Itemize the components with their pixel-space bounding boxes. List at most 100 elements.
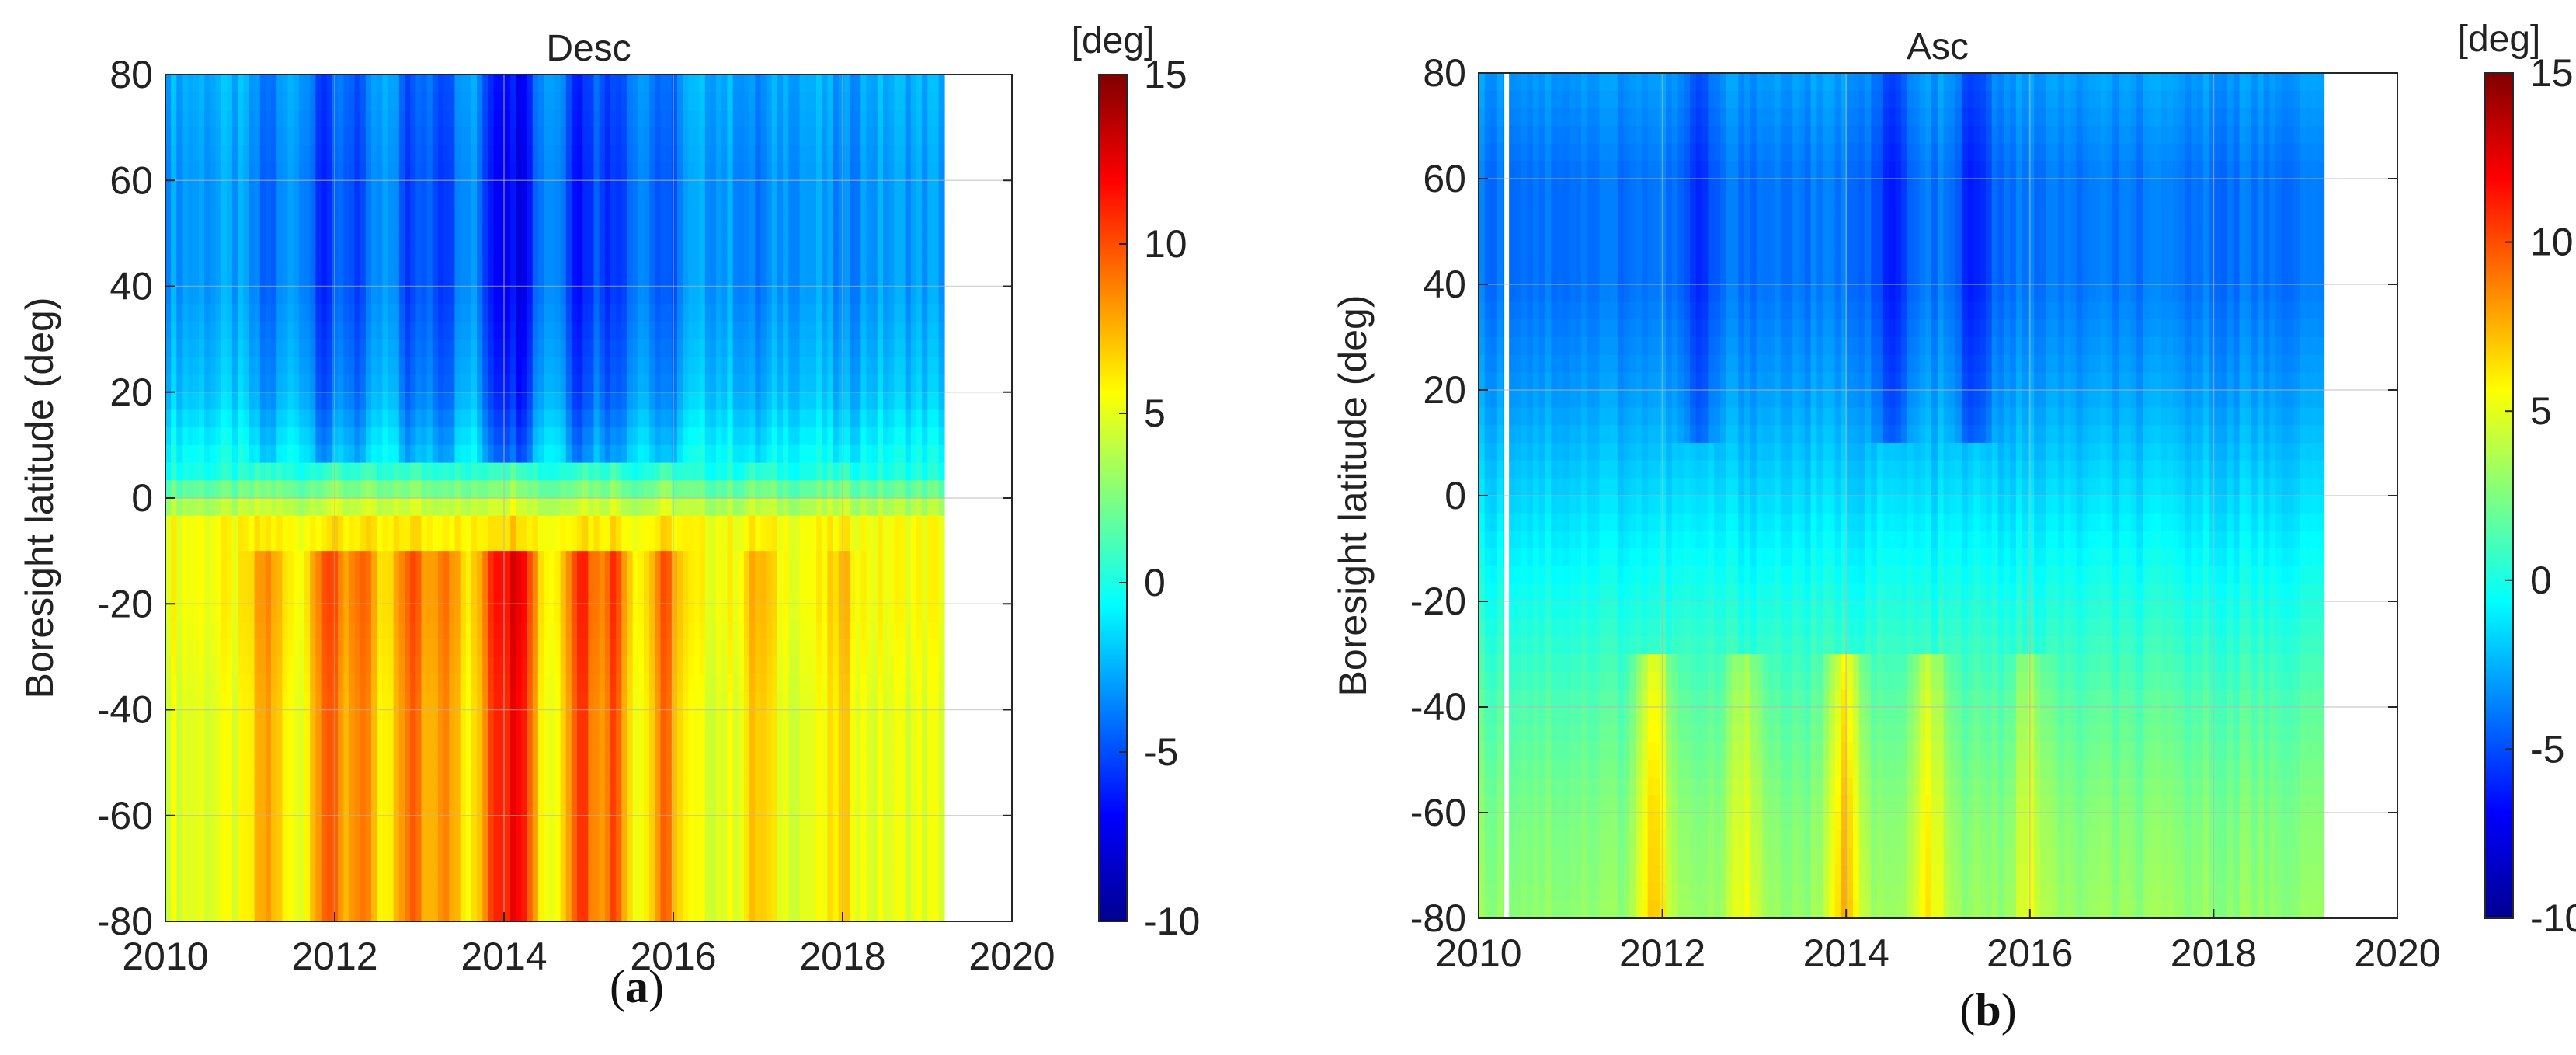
heatmap-cell: [315, 427, 322, 446]
heatmap-cell: [349, 321, 356, 340]
heatmap-cell: [532, 144, 539, 164]
heatmap-cell: [616, 268, 623, 287]
heatmap-cell: [243, 374, 250, 393]
heatmap-cell: [210, 444, 217, 464]
heatmap-cell: [193, 674, 200, 693]
heatmap-cell: [360, 798, 367, 816]
heatmap-cell: [338, 233, 345, 252]
heatmap-cell: [443, 533, 450, 552]
heatmap-cell: [632, 780, 639, 799]
heatmap-cell: [304, 498, 311, 517]
heatmap-cell: [471, 127, 478, 146]
heatmap-cell: [482, 780, 489, 799]
heatmap-cell: [449, 251, 456, 270]
heatmap-cell: [282, 286, 289, 305]
heatmap-cell: [198, 251, 205, 270]
heatmap-cell: [471, 656, 478, 675]
heatmap-cell: [193, 586, 200, 605]
heatmap-cell: [716, 321, 723, 340]
heatmap-cell: [249, 568, 256, 587]
heatmap-cell: [405, 727, 411, 746]
heatmap-cell: [488, 586, 495, 605]
heatmap-cell: [549, 462, 556, 482]
heatmap-cell: [716, 551, 723, 569]
heatmap-cell: [165, 868, 172, 887]
heatmap-cell: [221, 444, 228, 464]
heatmap-cell: [388, 586, 395, 605]
heatmap-cell: [627, 744, 634, 764]
heatmap-cell: [571, 197, 578, 217]
heatmap-cell: [365, 815, 372, 834]
heatmap-cell: [649, 498, 656, 517]
heatmap-cell: [504, 762, 511, 782]
heatmap-cell: [704, 833, 711, 851]
heatmap-cell: [259, 762, 266, 782]
heatmap-cell: [527, 444, 534, 464]
heatmap-cell: [377, 604, 384, 622]
heatmap-cell: [393, 321, 400, 340]
heatmap-cell: [532, 444, 539, 464]
heatmap-cell: [666, 409, 673, 428]
heatmap-cell: [249, 656, 256, 675]
heatmap-cell: [243, 162, 250, 182]
heatmap-cell: [193, 339, 200, 358]
heatmap-cell: [398, 762, 405, 782]
heatmap-cell: [666, 462, 673, 482]
heatmap-cell: [210, 498, 217, 517]
heatmap-cell: [238, 586, 245, 605]
heatmap-cell: [354, 656, 361, 675]
heatmap-cell: [471, 197, 478, 217]
heatmap-cell: [437, 321, 444, 340]
heatmap-cell: [527, 744, 534, 764]
heatmap-cell: [638, 621, 645, 640]
heatmap-cell: [493, 851, 500, 869]
heatmap-cell: [405, 780, 411, 799]
heatmap-cell: [666, 268, 673, 287]
heatmap-cell: [549, 480, 556, 499]
heatmap-cell: [599, 621, 606, 640]
heatmap-cell: [210, 727, 217, 746]
heatmap-cell: [694, 374, 700, 393]
heatmap-cell: [549, 780, 556, 799]
heatmap-cell: [493, 621, 500, 640]
heatmap-cell: [382, 197, 389, 217]
heatmap-cell: [683, 586, 690, 605]
heatmap-cell: [482, 110, 489, 128]
heatmap-cell: [516, 515, 523, 534]
heatmap-cell: [527, 75, 534, 93]
heatmap-cell: [176, 762, 183, 782]
heatmap-cell: [265, 639, 272, 658]
heatmap-cell: [187, 709, 194, 729]
heatmap-cell: [610, 762, 617, 782]
heatmap-cell: [293, 851, 300, 869]
heatmap-cell: [582, 586, 589, 605]
heatmap-cell: [421, 886, 428, 905]
heatmap-cell: [610, 886, 617, 905]
heatmap-cell: [171, 268, 178, 287]
heatmap-cell: [365, 357, 372, 375]
heatmap-cell: [532, 762, 539, 782]
heatmap-cell: [443, 639, 450, 658]
heatmap-cell: [694, 639, 700, 658]
heatmap-cell: [537, 551, 544, 569]
heatmap-cell: [182, 304, 189, 322]
heatmap-cell: [655, 833, 662, 851]
heatmap-cell: [521, 127, 528, 146]
heatmap-cell: [276, 551, 283, 569]
heatmap-cell: [354, 868, 361, 887]
heatmap-cell: [694, 568, 700, 587]
heatmap-cell: [276, 515, 283, 534]
heatmap-cell: [704, 904, 711, 922]
heatmap-cell: [599, 180, 606, 199]
heatmap-cell: [437, 92, 444, 111]
heatmap-cell: [727, 815, 734, 834]
heatmap-cell: [588, 462, 595, 482]
heatmap-cell: [293, 674, 300, 693]
heatmap-cell: [176, 551, 183, 569]
heatmap-cell: [432, 851, 439, 869]
heatmap-cell: [243, 339, 250, 358]
heatmap-cell: [482, 357, 489, 375]
heatmap-cell: [449, 604, 456, 622]
heatmap-cell: [187, 304, 194, 322]
heatmap-cell: [221, 639, 228, 658]
